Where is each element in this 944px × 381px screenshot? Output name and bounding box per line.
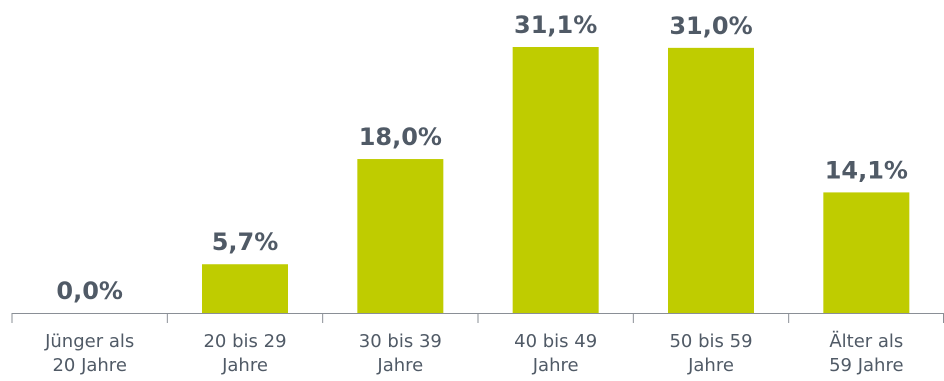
x-tick-label: 50 bis 59 Jahre	[669, 331, 752, 376]
x-tick-label-line: Jahre	[376, 355, 423, 376]
x-tick-label-line: Jünger als	[44, 331, 134, 352]
x-tick-label-line: 30 bis 39	[359, 331, 442, 352]
x-tick-label: 40 bis 49 Jahre	[514, 331, 597, 376]
bar	[668, 47, 754, 313]
bar	[357, 159, 444, 313]
x-tick-label-line: Älter als	[829, 331, 903, 352]
x-tick-label: 30 bis 39 Jahre	[359, 331, 442, 376]
x-tick-label-line: 59 Jahre	[829, 355, 903, 376]
data-label: 5,7%	[212, 228, 279, 256]
x-axis-ticks	[11, 313, 944, 323]
data-label: 31,0%	[669, 12, 752, 40]
x-tick-label: 20 bis 29 Jahre	[203, 331, 286, 376]
bar	[512, 47, 599, 313]
value-labels-group: 0,0% 5,7% 18,0% 31,1% 31,0% 14,1%	[56, 11, 908, 305]
data-label: 31,1%	[514, 11, 597, 39]
x-tick-label-line: 20 bis 29	[203, 331, 286, 352]
data-label: 18,0%	[359, 123, 442, 151]
x-tick-label-line: Jahre	[532, 355, 579, 376]
x-tick-label-line: Jahre	[687, 355, 734, 376]
bar	[202, 264, 288, 313]
x-tick-label-line: 40 bis 49	[514, 331, 597, 352]
x-tick-label-line: Jahre	[221, 355, 268, 376]
x-tick-label-line: 20 Jahre	[52, 355, 126, 376]
x-tick-label: Älter als 59 Jahre	[829, 331, 903, 376]
data-label: 0,0%	[56, 277, 123, 305]
bar	[823, 192, 910, 313]
data-label: 14,1%	[825, 156, 908, 184]
bars-group	[202, 47, 910, 313]
x-tick-label: Jünger als 20 Jahre	[44, 331, 134, 376]
x-tick-label-line: 50 bis 59	[669, 331, 752, 352]
